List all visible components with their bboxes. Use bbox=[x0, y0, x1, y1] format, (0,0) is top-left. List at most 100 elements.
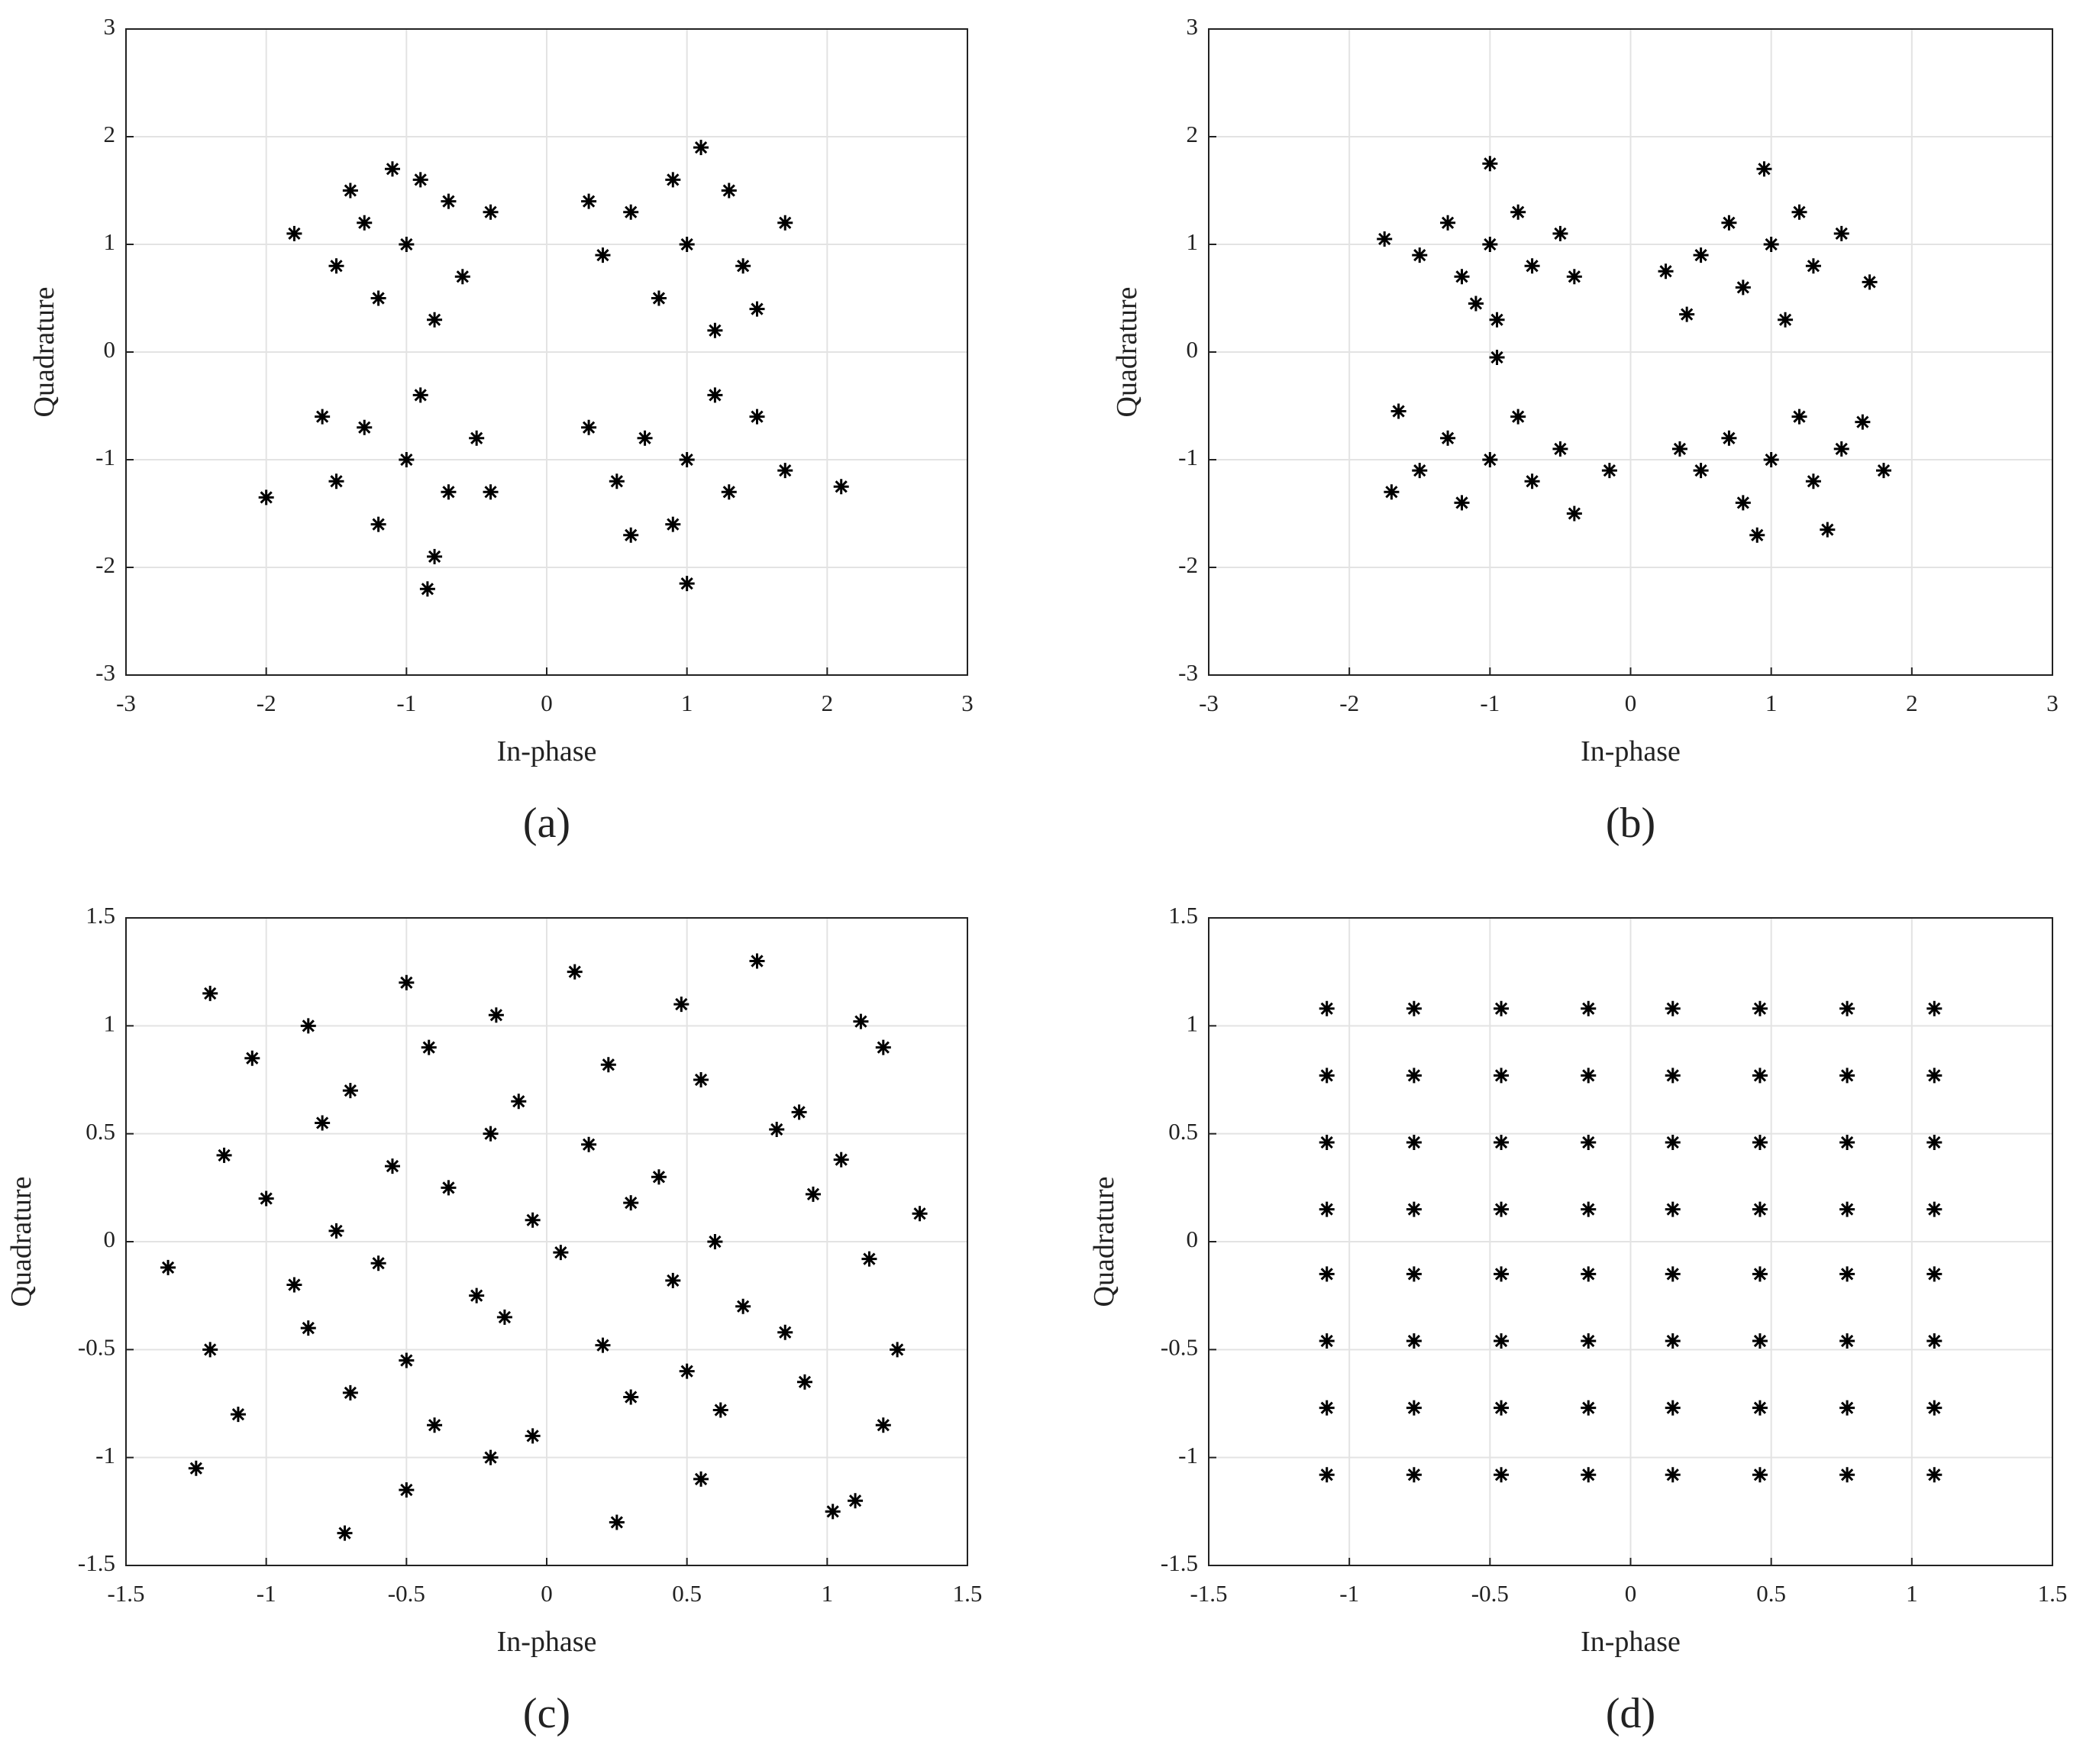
point bbox=[315, 409, 331, 425]
point bbox=[1406, 1467, 1422, 1483]
x-axis-label: In-phase bbox=[497, 735, 597, 767]
x-tick-label: 2 bbox=[822, 690, 834, 716]
point bbox=[1926, 1134, 1943, 1150]
point bbox=[1406, 1266, 1422, 1282]
point bbox=[357, 419, 373, 435]
point bbox=[525, 1428, 541, 1444]
point bbox=[707, 387, 723, 403]
point bbox=[1749, 527, 1765, 543]
x-tick-label: 1.5 bbox=[2038, 1580, 2068, 1607]
point bbox=[1482, 237, 1498, 252]
axes-frame bbox=[125, 917, 968, 1566]
point bbox=[1752, 1000, 1768, 1016]
point bbox=[258, 1191, 274, 1207]
point bbox=[1763, 237, 1779, 252]
point bbox=[488, 1007, 504, 1023]
point bbox=[1494, 1467, 1510, 1483]
x-tick-label: 1.5 bbox=[953, 1580, 983, 1607]
point bbox=[848, 1493, 864, 1509]
y-tick-label: -2 bbox=[95, 551, 115, 578]
point bbox=[553, 1245, 569, 1261]
point bbox=[1454, 495, 1470, 511]
point bbox=[679, 237, 695, 252]
point bbox=[300, 1320, 316, 1336]
y-tick-label: -1.5 bbox=[1161, 1549, 1198, 1576]
point bbox=[1756, 161, 1772, 177]
point bbox=[749, 301, 765, 317]
point bbox=[777, 1324, 793, 1340]
point bbox=[216, 1147, 232, 1163]
point bbox=[623, 527, 639, 543]
y-tick-label: -1 bbox=[95, 444, 115, 470]
point bbox=[427, 548, 443, 564]
point bbox=[230, 1407, 246, 1423]
point bbox=[912, 1206, 928, 1222]
point bbox=[1454, 269, 1470, 285]
point bbox=[244, 1050, 260, 1066]
x-tick-label: 1 bbox=[822, 1580, 834, 1607]
point bbox=[469, 1287, 485, 1304]
point bbox=[1581, 1000, 1597, 1016]
point bbox=[469, 430, 485, 446]
x-tick-label: 0.5 bbox=[1756, 1580, 1786, 1607]
point bbox=[399, 237, 415, 252]
point bbox=[1406, 1000, 1422, 1016]
point bbox=[693, 140, 709, 156]
x-tick-label: 3 bbox=[961, 690, 974, 716]
point bbox=[1412, 463, 1428, 479]
point bbox=[1581, 1201, 1597, 1217]
y-tick-label: 0.5 bbox=[1168, 1118, 1198, 1145]
y-tick-label: 0 bbox=[1187, 1226, 1199, 1252]
y-tick-label: 2 bbox=[104, 121, 116, 147]
point bbox=[1566, 506, 1582, 522]
point bbox=[679, 1363, 695, 1379]
point bbox=[825, 1504, 841, 1520]
panel: -3 -2 -1 0 1 2 3 -3 -2 -1 0 1 2 3 In-phase Quadrature (a… bbox=[28, 13, 974, 847]
y-tick-label: 1 bbox=[104, 1010, 116, 1036]
point bbox=[1926, 1467, 1943, 1483]
point bbox=[399, 1352, 415, 1368]
point bbox=[300, 1018, 316, 1034]
panel: -3 -2 -1 0 1 2 3 -3 -2 -1 0 1 2 3 In-phase Quadrature (b… bbox=[1111, 13, 2059, 847]
point bbox=[600, 1057, 616, 1073]
panel-caption: (b) bbox=[1606, 800, 1655, 847]
point bbox=[1468, 296, 1484, 312]
point bbox=[875, 1039, 891, 1055]
panel-caption: (d) bbox=[1606, 1690, 1655, 1737]
point bbox=[483, 204, 499, 220]
point bbox=[337, 1525, 353, 1541]
point bbox=[1791, 204, 1807, 220]
point bbox=[1839, 1068, 1855, 1084]
point bbox=[1855, 414, 1871, 430]
point bbox=[1406, 1134, 1422, 1150]
point bbox=[1833, 225, 1849, 241]
x-tick-label: 0 bbox=[1625, 690, 1637, 716]
point bbox=[665, 516, 681, 532]
x-tick-label: 1 bbox=[1906, 1580, 1918, 1607]
point bbox=[567, 964, 583, 980]
point bbox=[1510, 409, 1526, 425]
point bbox=[1489, 312, 1505, 328]
y-tick-label: 2 bbox=[1187, 121, 1199, 147]
point bbox=[875, 1417, 891, 1433]
point bbox=[1721, 430, 1737, 446]
point bbox=[315, 1115, 331, 1131]
y-tick-label: 0 bbox=[104, 336, 116, 363]
point bbox=[1839, 1201, 1855, 1217]
point bbox=[890, 1342, 906, 1358]
point bbox=[1839, 1400, 1855, 1416]
point bbox=[861, 1251, 877, 1267]
point bbox=[1862, 274, 1878, 290]
x-tick-label: -1 bbox=[396, 690, 416, 716]
point bbox=[1406, 1068, 1422, 1084]
point bbox=[1319, 1467, 1335, 1483]
point bbox=[721, 484, 737, 500]
point bbox=[188, 1460, 204, 1476]
point bbox=[853, 1013, 869, 1029]
point bbox=[286, 1277, 302, 1293]
y-axis-label: Quadrature bbox=[1111, 287, 1143, 418]
point bbox=[1494, 1400, 1510, 1416]
point bbox=[328, 473, 344, 489]
point bbox=[1665, 1000, 1681, 1016]
x-tick-label: -1 bbox=[1339, 1580, 1359, 1607]
